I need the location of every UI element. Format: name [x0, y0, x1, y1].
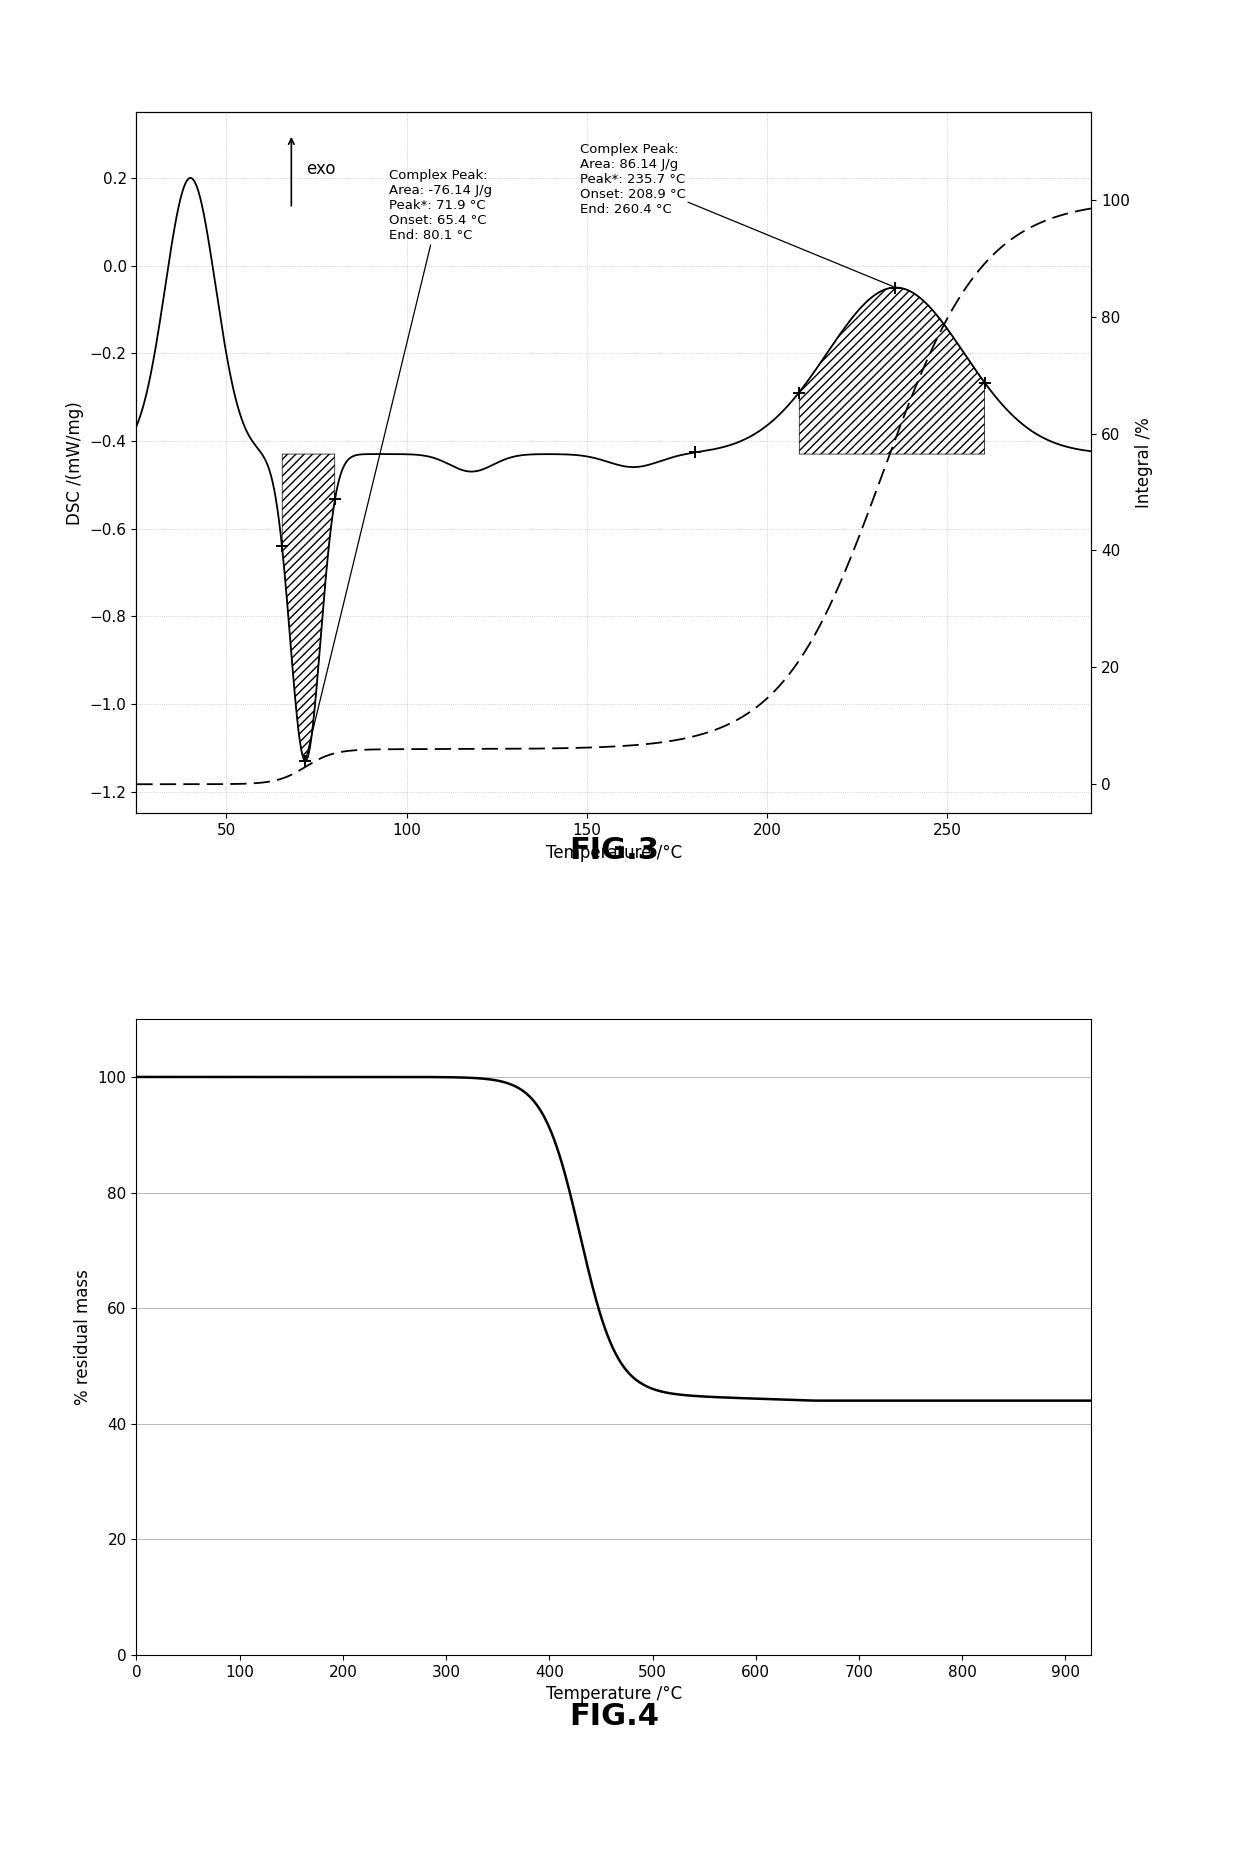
Text: Complex Peak:
Area: -76.14 J/g
Peak*: 71.9 °C
Onset: 65.4 °C
End: 80.1 °C: Complex Peak: Area: -76.14 J/g Peak*: 71…: [306, 168, 492, 757]
Text: FIG.3: FIG.3: [569, 836, 658, 866]
Text: FIG.4: FIG.4: [569, 1702, 658, 1732]
Y-axis label: DSC /(mW/mg): DSC /(mW/mg): [66, 400, 84, 525]
X-axis label: Temperature /°C: Temperature /°C: [546, 1685, 682, 1704]
Y-axis label: % residual mass: % residual mass: [74, 1270, 92, 1404]
Text: Complex Peak:
Area: 86.14 J/g
Peak*: 235.7 °C
Onset: 208.9 °C
End: 260.4 °C: Complex Peak: Area: 86.14 J/g Peak*: 235…: [579, 142, 893, 286]
X-axis label: Temperature /°C: Temperature /°C: [546, 843, 682, 862]
Text: exo: exo: [306, 161, 335, 178]
Y-axis label: Integral /%: Integral /%: [1136, 417, 1153, 509]
